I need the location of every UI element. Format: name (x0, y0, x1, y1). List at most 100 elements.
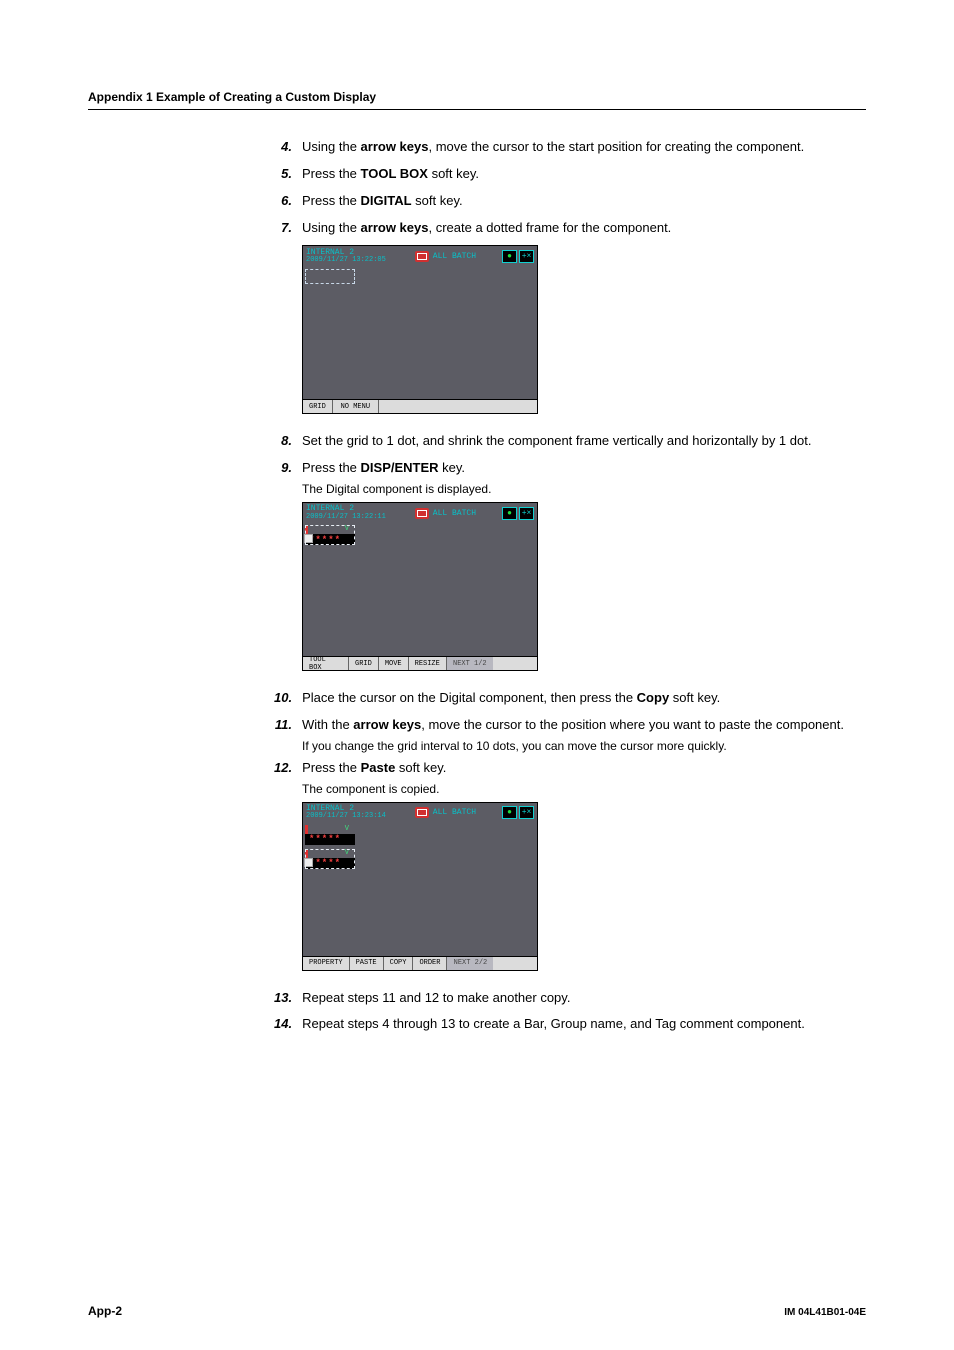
softkey-paste[interactable]: PASTE (350, 957, 384, 970)
softkey-order[interactable]: ORDER (413, 957, 447, 970)
step-text: Press the DIGITAL soft key. (302, 192, 866, 211)
softkey-bar: PROPERTY PASTE COPY ORDER NEXT 2/2 (302, 957, 538, 971)
step-12: 12. Press the Paste soft key. (274, 759, 866, 778)
softkey-grid[interactable]: GRID (303, 400, 333, 413)
text: , move the cursor to the start position … (428, 139, 804, 154)
network-icon (415, 251, 429, 262)
softkey-pad (379, 400, 537, 413)
bold: arrow keys (353, 717, 421, 732)
screenshot-digital-displayed: INTERNAL 2 2009/11/27 13:22:11 ALL BATCH… (302, 502, 538, 671)
softkey-no-menu[interactable]: NO MENU (333, 400, 379, 413)
softkey-property[interactable]: PROPERTY (303, 957, 350, 970)
step-num: 11. (274, 716, 302, 735)
text: soft key. (395, 760, 446, 775)
softkey-next[interactable]: NEXT 1/2 (447, 657, 493, 670)
step-text: Press the Paste soft key. (302, 759, 866, 778)
digital-component-copy: V ***** (305, 849, 355, 869)
softkey-move[interactable]: MOVE (379, 657, 409, 670)
step-num: 6. (274, 192, 302, 211)
step-12-sub: The component is copied. (302, 782, 866, 796)
device-header: INTERNAL 2 2009/11/27 13:23:14 ALL BATCH… (303, 803, 537, 823)
step-text: Press the DISP/ENTER key. (302, 459, 866, 478)
bold: arrow keys (361, 220, 429, 235)
softkey-toolbox[interactable]: TOOL BOX (303, 657, 349, 670)
device-timestamp: 2009/11/27 13:22:05 (306, 257, 386, 264)
screenshot-dotted-frame: INTERNAL 2 2009/11/27 13:22:05 ALL BATCH… (302, 245, 538, 414)
text: , move the cursor to the position where … (421, 717, 844, 732)
step-num: 12. (274, 759, 302, 778)
step-10: 10. Place the cursor on the Digital comp… (274, 689, 866, 708)
text: key. (439, 460, 466, 475)
step-13: 13. Repeat steps 11 and 12 to make anoth… (274, 989, 866, 1008)
digital-component: V ***** (305, 825, 355, 845)
step-text: Repeat steps 11 and 12 to make another c… (302, 989, 866, 1008)
bold: Paste (361, 760, 396, 775)
tool-icon: +× (519, 507, 534, 520)
dotted-selection (305, 269, 355, 284)
step-text: Using the arrow keys, create a dotted fr… (302, 219, 866, 238)
text: soft key. (412, 193, 463, 208)
unit-label: V (345, 849, 349, 858)
text: Press the (302, 760, 361, 775)
page-number: App-2 (88, 1304, 122, 1318)
page-footer: App-2 IM 04L41B01-04E (88, 1300, 866, 1318)
text: With the (302, 717, 353, 732)
step-num: 10. (274, 689, 302, 708)
device-header: INTERNAL 2 2009/11/27 13:22:11 ALL BATCH… (303, 503, 537, 523)
batch-label: ALL BATCH (433, 252, 476, 261)
device-timestamp: 2009/11/27 13:23:14 (306, 813, 386, 820)
record-icon: ● (502, 507, 517, 520)
step-5: 5. Press the TOOL BOX soft key. (274, 165, 866, 184)
manual-id: IM 04L41B01-04E (784, 1307, 866, 1318)
step-num: 13. (274, 989, 302, 1008)
softkey-resize[interactable]: RESIZE (409, 657, 447, 670)
bold: Copy (637, 690, 670, 705)
color-bar (305, 525, 308, 534)
step-4: 4. Using the arrow keys, move the cursor… (274, 138, 866, 157)
edit-canvas: V ***** V ***** (303, 823, 537, 956)
color-bar (305, 849, 308, 858)
step-text: Using the arrow keys, move the cursor to… (302, 138, 866, 157)
bold: TOOL BOX (361, 166, 428, 181)
softkey-grid[interactable]: GRID (349, 657, 379, 670)
text: Press the (302, 460, 361, 475)
text: , create a dotted frame for the componen… (428, 220, 671, 235)
step-num: 9. (274, 459, 302, 478)
device-header: INTERNAL 2 2009/11/27 13:22:05 ALL BATCH… (303, 246, 537, 266)
edit-canvas (303, 266, 537, 399)
text: Using the (302, 220, 361, 235)
section-header: Appendix 1 Example of Creating a Custom … (88, 90, 866, 110)
step-9-sub: The Digital component is displayed. (302, 482, 866, 496)
anchor-mark-icon (304, 858, 313, 867)
tool-icon: +× (519, 806, 534, 819)
text: Using the (302, 139, 361, 154)
screenshot-component-copied: INTERNAL 2 2009/11/27 13:23:14 ALL BATCH… (302, 802, 538, 971)
step-11-sub: If you change the grid interval to 10 do… (302, 739, 866, 753)
text: Place the cursor on the Digital componen… (302, 690, 637, 705)
anchor-mark-icon (304, 534, 313, 543)
step-6: 6. Press the DIGITAL soft key. (274, 192, 866, 211)
text: Press the (302, 193, 361, 208)
network-icon (415, 508, 429, 519)
step-7: 7. Using the arrow keys, create a dotted… (274, 219, 866, 238)
content-column: 4. Using the arrow keys, move the cursor… (274, 138, 866, 1034)
softkey-bar: TOOL BOX GRID MOVE RESIZE NEXT 1/2 (302, 657, 538, 671)
step-num: 7. (274, 219, 302, 238)
softkey-bar: GRID NO MENU (302, 400, 538, 414)
step-11: 11. With the arrow keys, move the cursor… (274, 716, 866, 735)
step-text: With the arrow keys, move the cursor to … (302, 716, 866, 735)
network-icon (415, 807, 429, 818)
device-timestamp: 2009/11/27 13:22:11 (306, 514, 386, 521)
batch-label: ALL BATCH (433, 509, 476, 518)
value-text: ***** (309, 834, 341, 844)
step-text: Repeat steps 4 through 13 to create a Ba… (302, 1015, 866, 1034)
softkey-next[interactable]: NEXT 2/2 (447, 957, 493, 970)
unit-label: V (345, 525, 349, 534)
unit-label: V (345, 825, 349, 834)
softkey-copy[interactable]: COPY (384, 957, 414, 970)
edit-canvas: V ***** (303, 523, 537, 656)
text: soft key. (669, 690, 720, 705)
step-text: Place the cursor on the Digital componen… (302, 689, 866, 708)
step-8: 8. Set the grid to 1 dot, and shrink the… (274, 432, 866, 451)
bold: DISP/ENTER (361, 460, 439, 475)
